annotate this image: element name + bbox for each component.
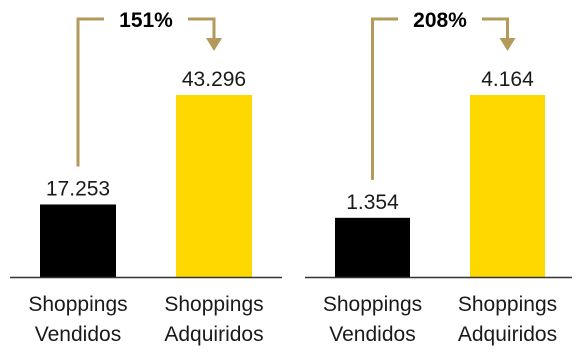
category-label: Adquiridos — [164, 323, 263, 346]
growth-arrow-head — [206, 38, 222, 51]
value-label: 4.164 — [481, 68, 534, 91]
bar-sold — [40, 204, 116, 277]
chart-panel-1: 17.253 Shoppings Vendidos 43.296 Shoppings Ad… — [10, 9, 282, 346]
bar-acquired — [176, 95, 252, 277]
category-label: Vendidos — [329, 323, 415, 346]
growth-percent-label: 208% — [413, 9, 467, 32]
growth-percent-label: 151% — [119, 9, 173, 32]
growth-connector-left — [76, 17, 104, 167]
category-label: Adquiridos — [458, 323, 557, 346]
bar-acquired — [470, 95, 545, 277]
growth-arrow-head — [499, 38, 516, 51]
value-label: 17.253 — [46, 177, 110, 200]
growth-connector-left — [371, 17, 398, 180]
category-label: Shoppings — [323, 293, 422, 316]
growth-connector-right — [482, 17, 509, 39]
value-label: 43.296 — [182, 68, 246, 91]
category-label: Shoppings — [164, 293, 263, 316]
category-label: Shoppings — [28, 293, 127, 316]
category-label: Shoppings — [458, 293, 557, 316]
bar-sold — [335, 217, 410, 277]
value-label: 1.354 — [346, 191, 399, 214]
growth-connector-right — [188, 17, 216, 39]
category-label: Vendidos — [35, 323, 121, 346]
chart-panel-2: 1.354 Shoppings Vendidos 4.164 Shoppings Adqu… — [305, 9, 572, 346]
